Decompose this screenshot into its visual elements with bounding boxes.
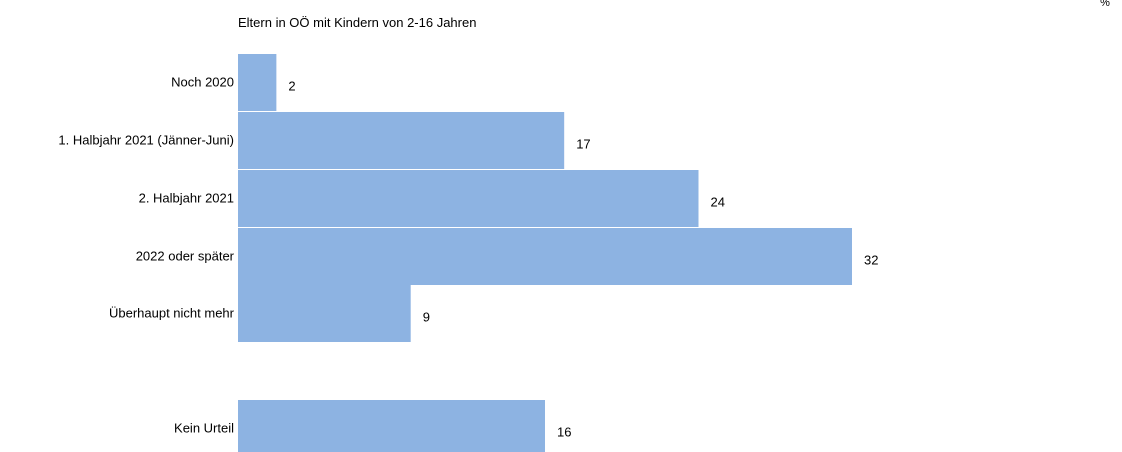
bar <box>238 54 277 111</box>
category-label: Überhaupt nicht mehr <box>109 306 235 321</box>
category-label: 2. Halbjahr 2021 <box>139 191 234 206</box>
unit-label: % <box>1100 0 1110 9</box>
bar <box>238 112 565 169</box>
value-label: 24 <box>711 195 725 210</box>
category-label: Noch 2020 <box>171 75 234 90</box>
bars-layer: Noch 2020 2 1. Halbjahr 2021 (Jänner-Juni)… <box>58 54 878 452</box>
value-label: 2 <box>288 79 295 94</box>
category-label: 1. Halbjahr 2021 (Jänner-Juni) <box>58 133 234 148</box>
category-label: 2022 oder später <box>136 249 235 264</box>
value-label: 17 <box>576 137 590 152</box>
value-label: 9 <box>423 310 430 325</box>
bar <box>238 285 411 342</box>
bar <box>238 170 699 227</box>
chart-subtitle: Eltern in OÖ mit Kindern von 2-16 Jahren <box>238 15 476 30</box>
value-label: 32 <box>864 253 878 268</box>
category-label: Kein Urteil <box>174 421 234 436</box>
value-label: 16 <box>557 425 571 440</box>
bar <box>238 228 852 285</box>
bar <box>238 400 545 452</box>
